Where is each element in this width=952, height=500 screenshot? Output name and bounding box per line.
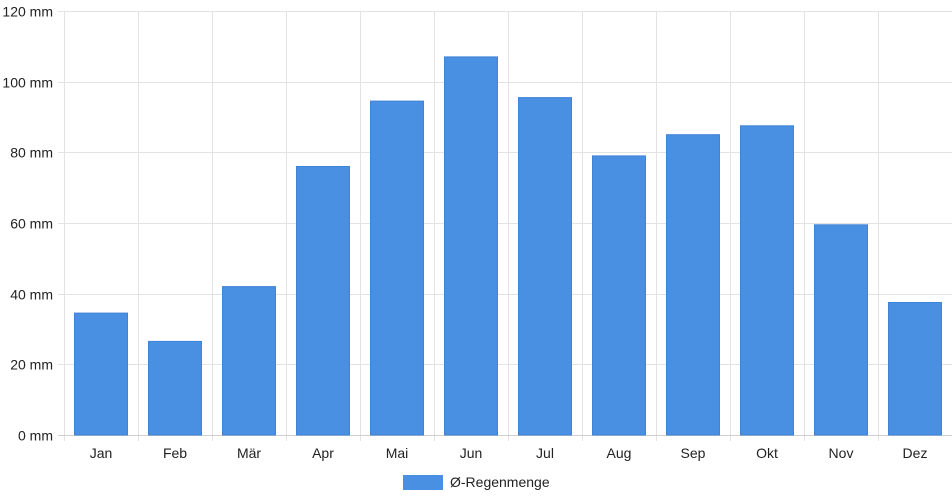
bar-okt[interactable] (740, 125, 794, 436)
x-tick-label: Nov (829, 445, 854, 461)
y-tick-label: 40 mm (10, 287, 53, 303)
x-tick-label: Okt (756, 445, 778, 461)
bar-nov[interactable] (814, 224, 868, 436)
bars-layer (74, 56, 942, 436)
bar-feb[interactable] (148, 340, 202, 436)
x-tick-label: Jul (536, 445, 554, 461)
bar-sep[interactable] (666, 134, 720, 436)
y-tick-label: 120 mm (2, 4, 53, 20)
y-tick-label: 80 mm (10, 145, 53, 161)
y-tick-label: 20 mm (10, 357, 53, 373)
x-tick-label: Aug (607, 445, 632, 461)
x-tick-label: Mai (386, 445, 409, 461)
x-tick-label: Dez (903, 445, 928, 461)
bar-mär[interactable] (222, 286, 276, 436)
bar-jul[interactable] (518, 97, 572, 436)
x-tick-label: Jun (460, 445, 483, 461)
legend-label[interactable]: Ø-Regenmenge (450, 474, 550, 490)
x-tick-label: Feb (163, 445, 187, 461)
x-tick-label: Jan (90, 445, 113, 461)
x-tick-label: Apr (312, 445, 334, 461)
legend[interactable]: Ø-Regenmenge (403, 474, 550, 490)
bar-aug[interactable] (592, 155, 646, 436)
bar-jan[interactable] (74, 312, 128, 436)
x-tick-label: Sep (681, 445, 706, 461)
y-tick-label: 100 mm (2, 75, 53, 91)
legend-swatch[interactable] (403, 475, 443, 490)
y-tick-label: 0 mm (18, 428, 53, 444)
bar-dez[interactable] (888, 302, 942, 436)
y-tick-label: 60 mm (10, 216, 53, 232)
axis-layer: 0 mm 20 mm 40 mm 60 mm 80 mm 100 mm 120 mm Jan F… (2, 4, 927, 462)
grid-layer (58, 11, 952, 441)
x-tick-label: Mär (237, 445, 261, 461)
bar-mai[interactable] (370, 100, 424, 436)
bar-jun[interactable] (444, 56, 498, 436)
bar-apr[interactable] (296, 166, 350, 436)
